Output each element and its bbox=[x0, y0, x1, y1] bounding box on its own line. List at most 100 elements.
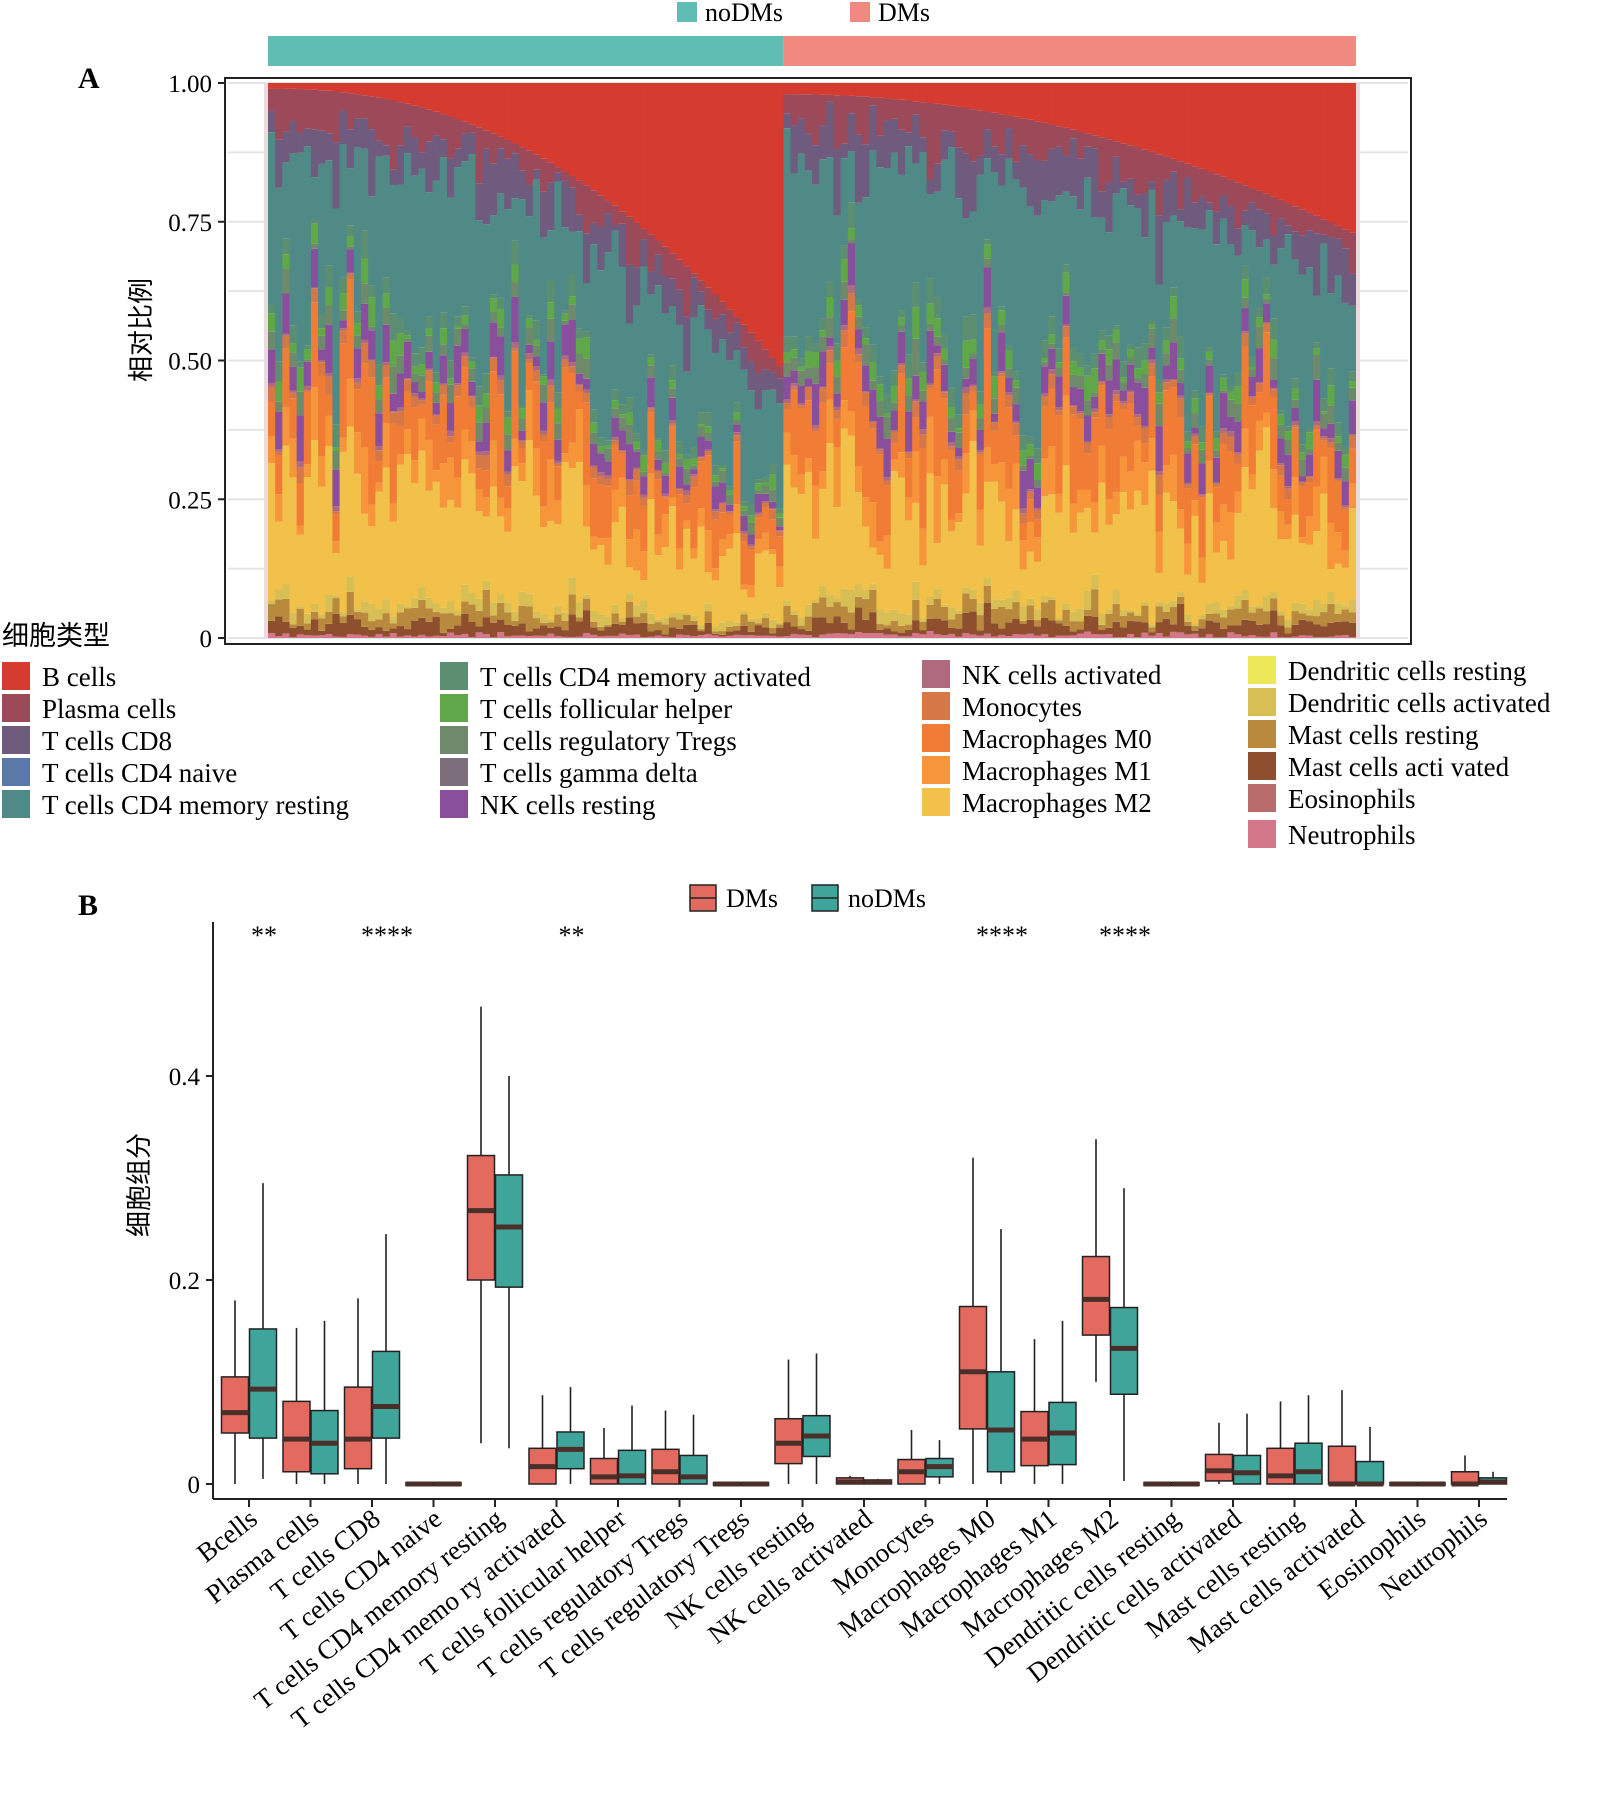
bar-segment-monocytes bbox=[711, 511, 720, 520]
bar-segment-neutrophils bbox=[1105, 634, 1114, 638]
bar-segment-macrophages-m2 bbox=[582, 526, 591, 595]
bar-segment-nk-cells-resting bbox=[804, 378, 813, 387]
bar-segment-t-cells-cd4-memory-activated bbox=[1234, 372, 1243, 387]
bar-segment-plasma-cells bbox=[489, 133, 498, 164]
bar-segment-neutrophils bbox=[1012, 634, 1021, 638]
bar-segment-mast-cells-acti-vated bbox=[1205, 620, 1214, 635]
bar-segment-t-cells-cd4-memory-activated bbox=[353, 311, 362, 324]
bar-segment-b-cells bbox=[1184, 83, 1192, 164]
bar-segment-macrophages-m1 bbox=[282, 406, 291, 446]
bar-segment-t-cells-regulatory-tregs bbox=[826, 317, 835, 338]
bar-segment-macrophages-m2 bbox=[1069, 532, 1078, 612]
bar-segment-dendritic-cells-activated bbox=[532, 611, 541, 619]
bar-segment-mast-cells-acti-vated bbox=[618, 624, 627, 634]
bar-segment-t-cells-cd4-memory-activated bbox=[804, 336, 813, 352]
bar-segment-t-cells-follicular-helper bbox=[1177, 358, 1185, 370]
bar-segment-macrophages-m0 bbox=[812, 431, 820, 486]
bar-segment-macrophages-m0 bbox=[1320, 440, 1328, 457]
bar-segment-nk-cells-activated bbox=[289, 390, 298, 393]
bar-segment-b-cells bbox=[998, 83, 1006, 115]
bar-segment-nk-cells-activated bbox=[661, 493, 670, 497]
bar-segment-plasma-cells bbox=[983, 111, 992, 130]
bar-segment-t-cells-follicular-helper bbox=[489, 298, 498, 313]
bar-segment-neutrophils bbox=[396, 636, 405, 638]
bar-segment-t-cells-follicular-helper bbox=[518, 408, 527, 419]
bar-segment-neutrophils bbox=[819, 634, 827, 638]
bar-segment-neutrophils bbox=[1098, 634, 1107, 638]
bar-segment-b-cells bbox=[389, 83, 398, 101]
bar-segment-t-cells-follicular-helper bbox=[1119, 377, 1128, 383]
bar-segment-t-cells-cd8 bbox=[310, 129, 319, 178]
bar-segment-b-cells bbox=[275, 83, 283, 89]
bar-segment-t-cells-cd4-memory-activated bbox=[769, 464, 777, 475]
bar-segment-t-cells-cd8 bbox=[289, 120, 298, 154]
bar-segment-t-cells-cd4-memory-resting bbox=[933, 191, 942, 297]
bar-segment-nk-cells-resting bbox=[289, 366, 298, 391]
bar-segment-nk-cells-resting bbox=[353, 348, 362, 379]
bar-segment-t-cells-cd4-memory-activated bbox=[454, 316, 462, 327]
bar-segment-b-cells bbox=[1348, 83, 1357, 233]
bar-segment-mast-cells-resting bbox=[575, 617, 584, 622]
bar-segment-nk-cells-activated bbox=[318, 360, 326, 363]
bar-segment-nk-cells-resting bbox=[1076, 388, 1085, 412]
bar-segment-t-cells-follicular-helper bbox=[454, 326, 462, 329]
bar-segment-plasma-cells bbox=[976, 110, 985, 156]
bar-segment-macrophages-m2 bbox=[668, 506, 677, 614]
bar-segment-macrophages-m0 bbox=[1298, 486, 1307, 538]
bar-segment-macrophages-m2 bbox=[375, 491, 384, 609]
bar-segment-nk-cells-resting bbox=[518, 430, 527, 441]
bar-segment-macrophages-m1 bbox=[726, 534, 734, 549]
bar-segment-dendritic-cells-activated bbox=[1348, 599, 1357, 613]
bar-segment-b-cells bbox=[1005, 83, 1014, 116]
bar-segment-nk-cells-activated bbox=[740, 531, 749, 534]
bar-segment-nk-cells-activated bbox=[812, 425, 820, 429]
bar-segment-mast-cells-acti-vated bbox=[489, 622, 498, 638]
bar-segment-neutrophils bbox=[1334, 635, 1343, 638]
bar-segment-macrophages-m0 bbox=[740, 541, 749, 585]
bar-segment-t-cells-cd8 bbox=[640, 239, 648, 267]
bar-segment-macrophages-m2 bbox=[711, 580, 720, 628]
bar-segment-t-cells-regulatory-tregs bbox=[268, 331, 276, 350]
bar-segment-t-cells-follicular-helper bbox=[346, 236, 355, 247]
bar-segment-t-cells-cd8 bbox=[1084, 146, 1092, 178]
bar-segment-t-cells-regulatory-tregs bbox=[1062, 292, 1071, 296]
bar-segment-mast-cells-resting bbox=[296, 608, 305, 626]
bar-segment-dendritic-cells-activated bbox=[647, 613, 656, 624]
bar-segment-nk-cells-activated bbox=[1119, 400, 1128, 404]
bar-segment-b-cells bbox=[890, 83, 899, 100]
bar-segment-monocytes bbox=[525, 359, 534, 364]
bar-segment-b-cells bbox=[604, 83, 613, 201]
bar-segment-t-cells-regulatory-tregs bbox=[611, 408, 620, 418]
bar-segment-t-cells-cd4-memory-resting bbox=[1091, 217, 1099, 354]
bar-segment-plasma-cells bbox=[955, 106, 963, 148]
bar-segment-t-cells-follicular-helper bbox=[1169, 296, 1178, 319]
bar-segment-monocytes bbox=[1277, 465, 1286, 476]
bar-segment-t-cells-regulatory-tregs bbox=[797, 370, 806, 386]
bar-segment-neutrophils bbox=[1141, 632, 1150, 638]
bar-segment-macrophages-m1 bbox=[847, 411, 856, 436]
bar-segment-t-cells-follicular-helper bbox=[497, 309, 505, 328]
bar-segment-b-cells bbox=[1212, 83, 1221, 175]
bar-segment-nk-cells-resting bbox=[1091, 396, 1099, 409]
bar-segment-t-cells-cd4-memory-resting bbox=[468, 154, 477, 358]
bar-segment-t-cells-cd4-memory-activated bbox=[1198, 426, 1207, 443]
bar-segment-t-cells-regulatory-tregs bbox=[1055, 367, 1064, 377]
bar-segment-nk-cells-resting bbox=[268, 349, 276, 383]
bar-segment-t-cells-cd4-memory-activated bbox=[540, 374, 548, 377]
bar-segment-t-cells-regulatory-tregs bbox=[525, 327, 534, 345]
bar-segment-mast-cells-resting bbox=[1270, 598, 1278, 611]
bar-segment-macrophages-m1 bbox=[1162, 465, 1171, 493]
bar-segment-macrophages-m0 bbox=[1327, 447, 1336, 523]
bar-segment-t-cells-cd4-memory-resting bbox=[955, 198, 963, 415]
bar-segment-t-cells-cd4-memory-activated bbox=[468, 357, 477, 362]
bar-segment-t-cells-regulatory-tregs bbox=[575, 354, 584, 374]
bar-segment-dendritic-cells-activated bbox=[475, 598, 484, 611]
bar-segment-nk-cells-activated bbox=[704, 449, 713, 452]
bar-segment-macrophages-m2 bbox=[1348, 508, 1357, 600]
bar-segment-nk-cells-resting bbox=[1191, 427, 1200, 434]
bar-segment-t-cells-cd4-memory-activated bbox=[1041, 340, 1049, 359]
bar-segment-neutrophils bbox=[1177, 632, 1185, 638]
bar-segment-monocytes bbox=[1019, 513, 1028, 524]
bar-segment-t-cells-cd4-memory-activated bbox=[776, 508, 784, 514]
bar-segment-mast-cells-resting bbox=[497, 602, 505, 620]
